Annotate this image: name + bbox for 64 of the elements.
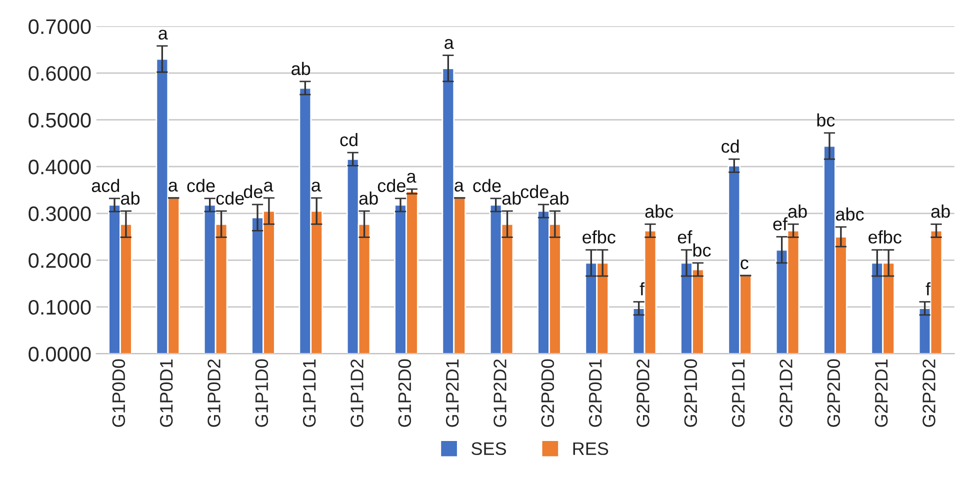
data-label: ef bbox=[868, 230, 883, 244]
y-tick-label: 0.6000 bbox=[28, 66, 91, 81]
legend-label: RES bbox=[573, 442, 608, 456]
data-label: abc bbox=[836, 207, 864, 221]
x-tick-label: G1P1D0 bbox=[255, 359, 268, 427]
data-label: ef bbox=[582, 230, 597, 244]
data-label: f bbox=[926, 282, 931, 296]
x-tick-label: G1P0D2 bbox=[208, 359, 220, 427]
x-tick-label: G2P2D0 bbox=[827, 359, 840, 427]
data-label: a bbox=[168, 182, 178, 192]
data-label: cde bbox=[378, 178, 406, 192]
data-label: cde bbox=[473, 178, 501, 192]
x-tick-label: G2P2D2 bbox=[922, 359, 936, 427]
data-label: a bbox=[444, 39, 454, 49]
x-tick-label: G1P2D0 bbox=[398, 359, 412, 427]
x-tick-label: G1P0D1 bbox=[160, 359, 173, 427]
x-tick-label: G1P1D2 bbox=[350, 359, 364, 427]
x-tick-label: G2P2D1 bbox=[874, 359, 888, 427]
data-label: acd bbox=[92, 178, 120, 192]
data-label: ab bbox=[359, 191, 378, 205]
x-tick-label: G2P1D1 bbox=[732, 359, 745, 427]
data-label: ab bbox=[292, 62, 310, 76]
x-tick-label: G2P1D0 bbox=[684, 359, 698, 427]
data-label: a bbox=[312, 182, 321, 192]
data-label: abc bbox=[645, 204, 674, 218]
data-label: cd bbox=[340, 132, 358, 146]
y-tick-label: 0.5000 bbox=[28, 112, 91, 128]
x-tick-label: G2P1D2 bbox=[780, 359, 792, 427]
data-label: ab bbox=[550, 191, 569, 205]
data-label: cd bbox=[722, 140, 739, 153]
y-tick-label: 0.3000 bbox=[28, 206, 91, 222]
data-label: a bbox=[454, 182, 464, 192]
x-tick-label: G1P2D2 bbox=[494, 359, 506, 427]
data-label: ab bbox=[121, 191, 140, 205]
data-label: ab bbox=[502, 191, 521, 205]
y-tick-label: 0.2000 bbox=[28, 253, 91, 268]
data-label: ab bbox=[931, 204, 950, 218]
data-label: a bbox=[264, 182, 274, 192]
data-label: cde bbox=[216, 191, 244, 205]
y-tick-label: 0.1000 bbox=[28, 300, 91, 315]
x-tick-label: G2P0D0 bbox=[541, 359, 554, 427]
data-label: cde bbox=[520, 184, 548, 198]
data-label: bc bbox=[817, 113, 835, 127]
data-label: ab bbox=[788, 204, 807, 218]
x-tick-label: G1P1D1 bbox=[302, 359, 316, 427]
x-tick-label: G1P2D1 bbox=[446, 359, 459, 427]
data-label: bc bbox=[598, 230, 616, 244]
x-tick-label: G1P0D0 bbox=[112, 359, 126, 427]
data-label: a bbox=[158, 30, 168, 40]
data-label: bc bbox=[884, 230, 902, 244]
x-tick-label: G2P0D1 bbox=[588, 359, 602, 427]
y-tick-label: 0.7000 bbox=[28, 19, 91, 34]
data-label: f bbox=[640, 282, 645, 296]
data-label: ef bbox=[773, 217, 788, 230]
data-label: de bbox=[244, 184, 262, 198]
data-label: a bbox=[406, 172, 416, 183]
data-label: cde bbox=[187, 178, 215, 192]
data-label: ef bbox=[678, 230, 692, 244]
data-label: bc bbox=[693, 243, 711, 257]
y-tick-label: 0.4000 bbox=[28, 160, 91, 174]
y-tick-label: 0.0000 bbox=[28, 346, 91, 362]
data-label: c bbox=[740, 259, 748, 270]
x-tick-label: G2P0D2 bbox=[636, 359, 650, 427]
legend-label: SES bbox=[472, 442, 506, 456]
